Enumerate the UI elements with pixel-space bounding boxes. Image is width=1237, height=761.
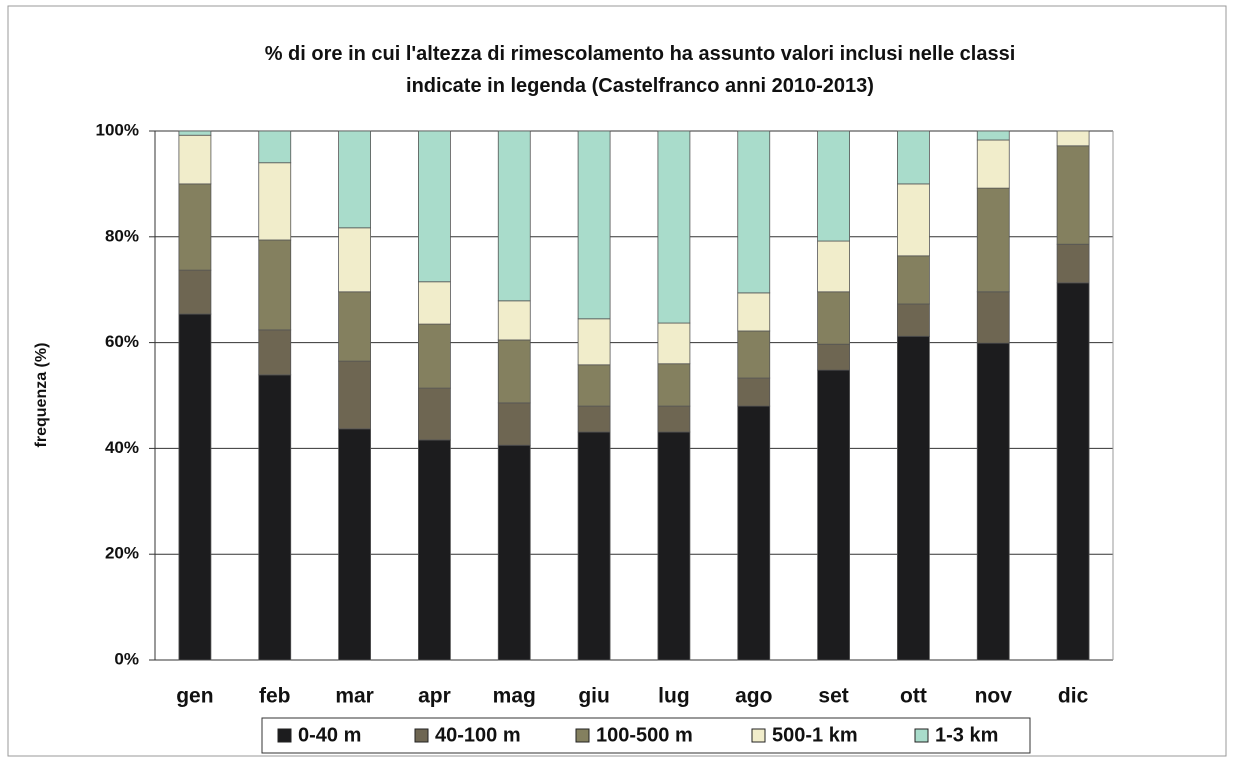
y-tick-label: 60% bbox=[105, 332, 139, 351]
bar-segment bbox=[418, 323, 451, 389]
bar-segment bbox=[657, 405, 691, 433]
bar-segment bbox=[577, 364, 611, 407]
bar-segment bbox=[178, 183, 212, 271]
bar-segment bbox=[577, 130, 611, 320]
bar-segment bbox=[817, 343, 850, 371]
y-tick-label: 20% bbox=[105, 544, 139, 563]
frame bbox=[7, 5, 1227, 757]
bar-segment bbox=[418, 439, 451, 661]
legend-swatch bbox=[277, 728, 292, 743]
bar-segment bbox=[497, 444, 531, 661]
bar-segment bbox=[897, 183, 930, 257]
x-tick-label: apr bbox=[418, 685, 451, 708]
bar-segment bbox=[338, 428, 371, 661]
x-tick-label: gen bbox=[176, 685, 213, 708]
x-tick-label: lug bbox=[658, 685, 690, 708]
x-tick-label: ago bbox=[735, 685, 772, 708]
bar-segment bbox=[897, 255, 930, 305]
bar-segment bbox=[817, 369, 850, 661]
legend-label: 1-3 km bbox=[935, 724, 998, 746]
y-tick-label: 80% bbox=[105, 226, 139, 245]
bar-segment bbox=[258, 329, 292, 376]
x-tick-label: set bbox=[818, 685, 848, 708]
x-tick-label: nov bbox=[975, 685, 1013, 708]
bar-segment bbox=[178, 130, 212, 136]
bar-segment bbox=[178, 313, 212, 661]
x-tick-label: dic bbox=[1058, 685, 1089, 708]
bar-segment bbox=[178, 269, 212, 315]
bar-segment bbox=[418, 387, 451, 441]
bar-segment bbox=[258, 374, 292, 661]
y-axis-label: frequenza (%) bbox=[33, 343, 50, 448]
bar-segment bbox=[976, 139, 1010, 189]
bar-segment bbox=[737, 292, 771, 332]
y-tick-label: 0% bbox=[114, 649, 139, 668]
bar-segment bbox=[657, 363, 691, 407]
bar-segment bbox=[1056, 282, 1090, 661]
bar-segment bbox=[897, 130, 930, 185]
y-tick-label: 40% bbox=[105, 438, 139, 457]
bar-segment bbox=[737, 405, 771, 661]
bar-segment bbox=[497, 300, 531, 341]
bar-segment bbox=[338, 291, 371, 362]
bar-segment bbox=[258, 130, 292, 164]
bar-segment bbox=[497, 402, 531, 446]
bar-segment bbox=[1056, 145, 1090, 245]
bar-segment bbox=[897, 303, 930, 337]
bar-segment bbox=[976, 130, 1010, 141]
y-tick-label: 100% bbox=[96, 120, 139, 139]
bar-segment bbox=[577, 318, 611, 366]
bar-segment bbox=[976, 187, 1010, 293]
legend-box bbox=[261, 717, 1031, 754]
bar-segment bbox=[338, 360, 371, 430]
bar-segment bbox=[976, 342, 1010, 661]
legend-label: 100-500 m bbox=[596, 724, 693, 746]
legend-label: 0-40 m bbox=[298, 724, 361, 746]
x-tick-label: feb bbox=[259, 685, 291, 708]
bar-segment bbox=[577, 405, 611, 433]
bar-segment bbox=[817, 291, 850, 345]
bar-segment bbox=[258, 239, 292, 331]
bar-segment bbox=[817, 130, 850, 242]
bar-segment bbox=[497, 130, 531, 302]
legend-label: 40-100 m bbox=[435, 724, 521, 746]
chart-title: % di ore in cui l'altezza di rimescolame… bbox=[264, 43, 1016, 97]
legend-label: 500-1 km bbox=[772, 724, 858, 746]
bar-segment bbox=[657, 130, 691, 324]
x-tick-label: mar bbox=[335, 685, 374, 708]
bar-segment bbox=[418, 281, 451, 325]
legend-swatch bbox=[751, 728, 766, 743]
x-tick-label: giu bbox=[578, 685, 610, 708]
bar-segment bbox=[577, 431, 611, 661]
bar-segment bbox=[657, 431, 691, 661]
bar-segment bbox=[1056, 130, 1090, 147]
bar-segment bbox=[737, 330, 771, 379]
legend-swatch bbox=[914, 728, 929, 743]
legend-swatch bbox=[414, 728, 429, 743]
bar-segment bbox=[897, 335, 930, 661]
bar-segment bbox=[1056, 243, 1090, 284]
bar-segment bbox=[976, 291, 1010, 344]
bar-segment bbox=[737, 377, 771, 407]
bar-segment bbox=[338, 130, 371, 229]
bar-segment bbox=[497, 339, 531, 404]
bar-segment bbox=[178, 134, 212, 185]
bar-segment bbox=[338, 227, 371, 293]
x-tick-label: ott bbox=[900, 685, 927, 708]
legend-swatch bbox=[575, 728, 590, 743]
bar-segment bbox=[418, 130, 451, 283]
bar-segment bbox=[737, 130, 771, 294]
bar-segment bbox=[258, 162, 292, 241]
x-tick-label: mag bbox=[493, 685, 536, 708]
bar-segment bbox=[817, 240, 850, 293]
bar-segment bbox=[657, 322, 691, 365]
